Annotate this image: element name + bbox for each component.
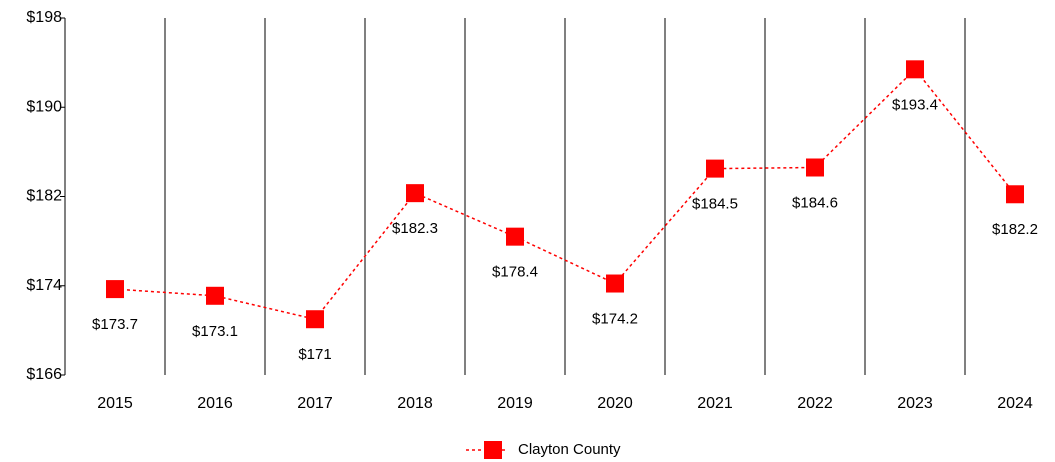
- x-tick-label: 2022: [797, 395, 833, 412]
- point-marker: [206, 286, 224, 305]
- x-tick-label: 2020: [597, 395, 633, 412]
- value-label: $178.4: [492, 264, 538, 281]
- x-tick-label: 2021: [697, 395, 733, 412]
- value-label: $171: [298, 346, 331, 363]
- x-tick-label: 2023: [897, 395, 933, 412]
- y-tick-label: $174: [26, 277, 62, 294]
- value-label: $182.3: [392, 220, 438, 237]
- legend-label: Clayton County: [518, 441, 621, 458]
- value-label: $174.2: [592, 310, 638, 327]
- point-marker: [306, 310, 324, 329]
- value-label: $173.7: [92, 316, 138, 333]
- x-tick-label: 2015: [97, 395, 133, 412]
- point-marker: [506, 227, 524, 246]
- y-tick-label: $166: [26, 366, 62, 383]
- value-label: $184.5: [692, 196, 738, 213]
- point-marker: [1006, 185, 1024, 204]
- point-marker: [706, 159, 724, 178]
- y-tick-label: $190: [26, 98, 62, 115]
- x-tick-label: 2018: [397, 395, 433, 412]
- x-tick-label: 2019: [497, 395, 533, 412]
- point-marker: [906, 60, 924, 79]
- legend-marker: [484, 441, 502, 459]
- point-marker: [106, 280, 124, 299]
- x-tick-label: 2024: [997, 395, 1033, 412]
- x-tick-label: 2016: [197, 395, 233, 412]
- value-label: $173.1: [192, 323, 238, 340]
- y-tick-label: $182: [26, 188, 62, 205]
- value-label: $193.4: [892, 96, 938, 113]
- y-tick-label: $198: [26, 9, 62, 26]
- value-label: $184.6: [792, 194, 838, 211]
- series-line: [114, 68, 1016, 321]
- value-label: $182.2: [992, 221, 1038, 238]
- point-marker: [806, 158, 824, 177]
- point-marker: [406, 184, 424, 203]
- x-tick-label: 2017: [297, 395, 333, 412]
- point-marker: [606, 274, 624, 293]
